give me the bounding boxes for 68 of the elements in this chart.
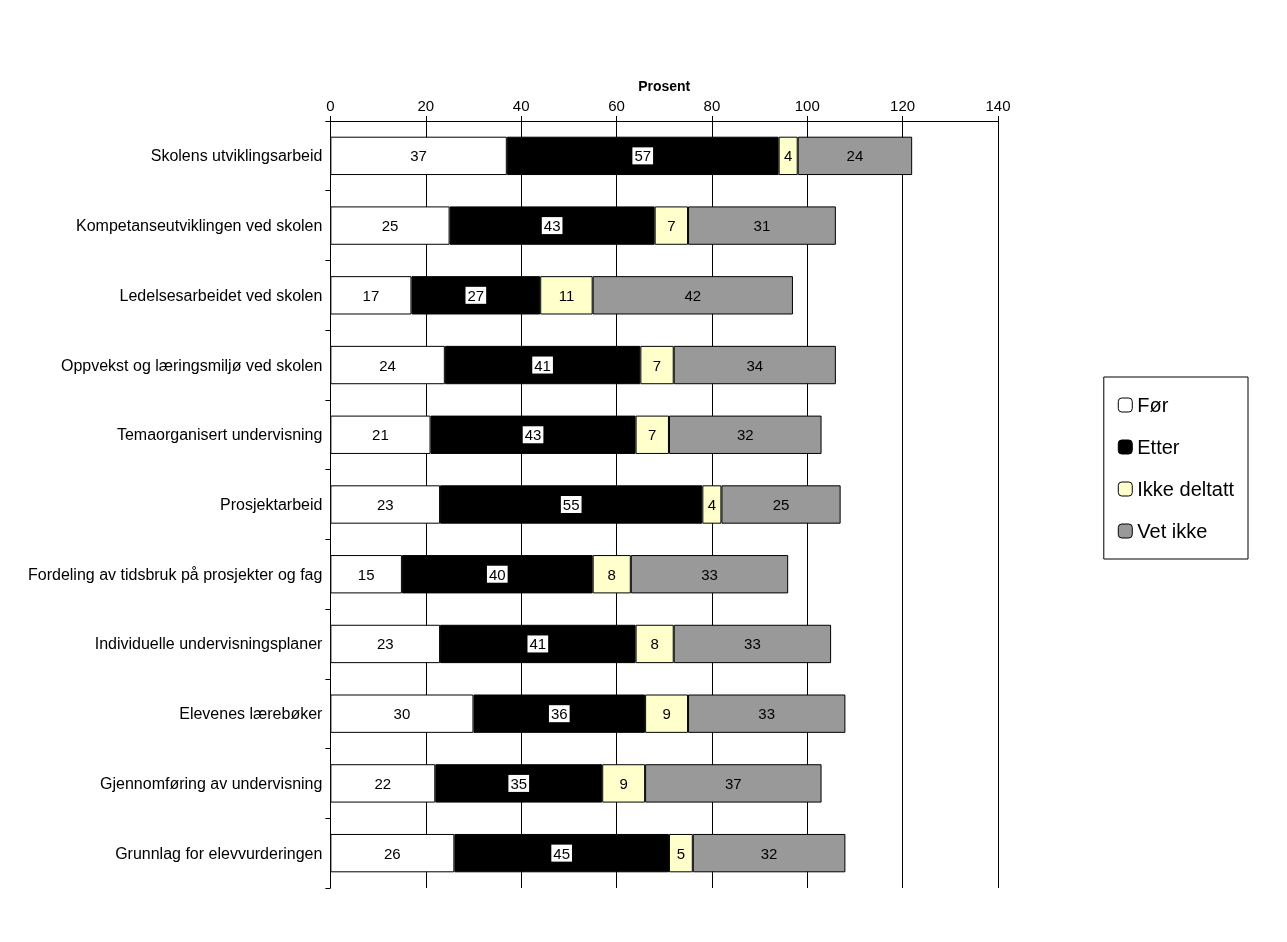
- data-label: 33: [744, 635, 761, 653]
- data-label: 15: [357, 565, 375, 583]
- y-tick-label: Temaorganisert undervisning: [116, 426, 323, 444]
- data-label: 5: [676, 844, 686, 862]
- data-label: 7: [652, 356, 662, 374]
- data-label: 17: [362, 286, 380, 304]
- data-label: 26: [384, 844, 401, 862]
- data-label: 55: [562, 496, 580, 513]
- data-label: 40: [488, 565, 506, 583]
- data-label: 45: [553, 844, 571, 862]
- data-label: 37: [724, 774, 742, 792]
- x-tick-label: 40: [512, 97, 530, 114]
- data-label: 36: [550, 705, 568, 723]
- data-label: 25: [772, 496, 790, 513]
- y-tick-label: Oppvekst og læringsmiljø ved skolen: [60, 356, 323, 374]
- data-label: 32: [760, 844, 778, 862]
- data-label: 41: [534, 356, 551, 374]
- data-label: 33: [758, 705, 776, 723]
- y-tick-label: Grunnlag for elevvurderingen: [115, 844, 323, 862]
- data-label: 9: [662, 705, 671, 723]
- legend-label: Vet ikke: [1137, 520, 1208, 542]
- data-label: 8: [607, 565, 616, 583]
- y-tick-label: Fordeling av tidsbruk på prosjekter og fag: [27, 565, 323, 583]
- y-tick-label: Ledelsesarbeidet ved skolen: [119, 286, 323, 304]
- data-label: 32: [736, 426, 754, 444]
- legend-label: Ikke deltatt: [1137, 478, 1235, 500]
- y-tick-label: Skolens utviklingsarbeid: [150, 147, 323, 165]
- data-label: 24: [379, 356, 396, 374]
- data-label: 57: [634, 147, 652, 165]
- data-label: 25: [381, 217, 399, 235]
- x-tick-label: 60: [608, 97, 625, 114]
- data-label: 4: [707, 496, 717, 513]
- data-label: 35: [510, 774, 528, 792]
- data-label: 11: [558, 286, 575, 304]
- data-label: 8: [650, 635, 659, 653]
- legend-label: Før: [1137, 394, 1169, 416]
- data-label: 31: [753, 217, 771, 235]
- data-label: 4: [784, 147, 793, 165]
- x-tick-label: 140: [985, 97, 1011, 114]
- x-tick-label: 80: [703, 97, 721, 114]
- x-axis-title: Prosent: [638, 78, 691, 94]
- data-label: 22: [374, 774, 392, 792]
- data-label: 24: [846, 147, 864, 165]
- y-tick-label: Prosjektarbeid: [220, 496, 323, 513]
- data-label: 23: [376, 496, 394, 513]
- data-label: 7: [667, 217, 676, 235]
- x-tick-label: 100: [794, 97, 820, 114]
- data-label: 9: [619, 774, 628, 792]
- x-tick-label: 20: [417, 97, 435, 114]
- y-tick-label: Elevenes lærebøker: [179, 705, 324, 723]
- x-tick-label: 120: [890, 97, 916, 114]
- data-label: 27: [467, 286, 485, 304]
- data-label: 7: [648, 426, 657, 444]
- data-label: 23: [376, 635, 394, 653]
- y-tick-label: Gjennomføring av undervisning: [100, 774, 323, 792]
- data-label: 43: [543, 217, 561, 235]
- x-tick-label: 0: [326, 97, 335, 114]
- data-label: 42: [684, 286, 702, 304]
- data-label: 21: [372, 426, 389, 444]
- data-label: 37: [410, 147, 427, 165]
- data-label: 43: [524, 426, 542, 444]
- data-label: 30: [393, 705, 411, 723]
- data-label: 34: [746, 356, 764, 374]
- data-label: 33: [701, 565, 718, 583]
- y-tick-label: Kompetanseutviklingen ved skolen: [76, 217, 323, 235]
- data-label: 41: [529, 635, 547, 653]
- y-tick-label: Individuelle undervisningsplaner: [94, 635, 324, 653]
- legend-label: Etter: [1137, 436, 1180, 458]
